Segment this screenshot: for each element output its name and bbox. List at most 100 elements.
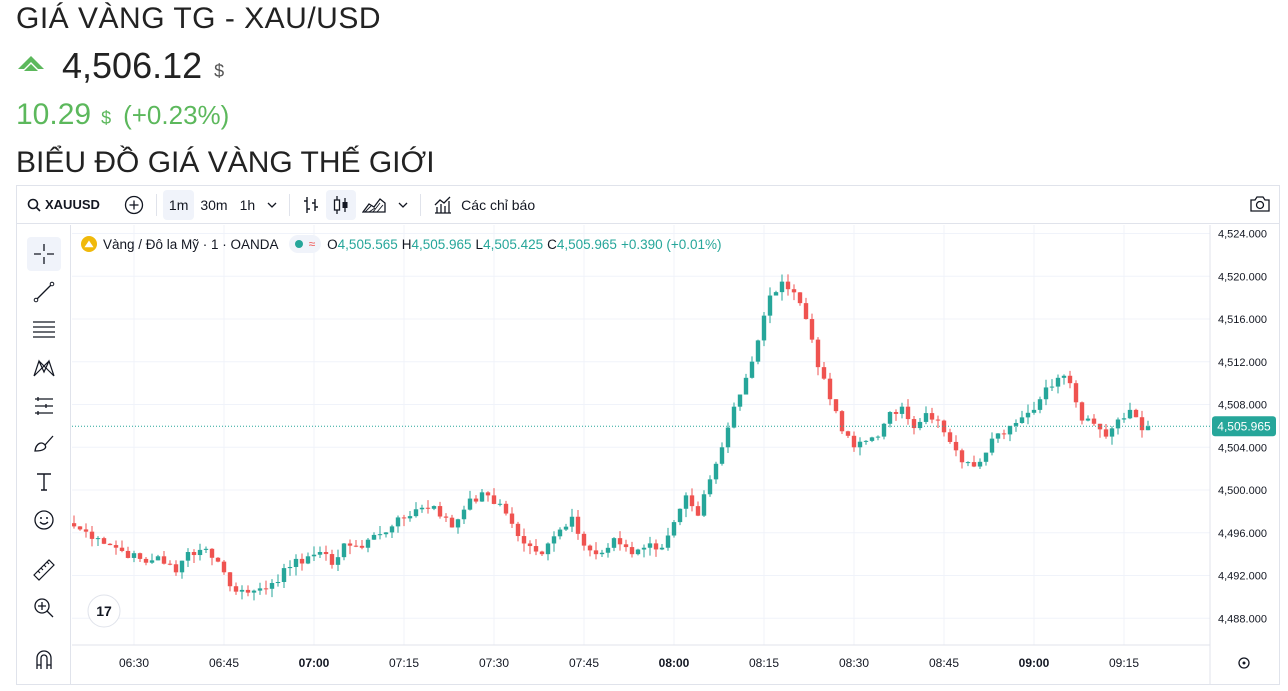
candle-up [725,427,731,448]
legend-symbol-name: Vàng / Đô la Mỹ · 1 · OANDA [103,236,279,252]
candle-down [72,523,77,527]
fib-tool[interactable] [27,313,61,347]
change-row: 10.29 $ (+0.23%) [16,98,229,132]
time-axis-label: 08:45 [929,656,959,670]
emoji-icon [34,510,54,530]
candle-down [1091,418,1097,424]
candle-up [377,534,383,536]
candle-up [863,440,869,442]
candle-up [599,552,605,555]
candle-up [149,560,155,563]
candle-up [989,438,995,453]
price-chart[interactable]: 4,524.000 4,520.000 4,516.000 4,512.000 4,50… [72,225,1280,685]
tradingview-logo[interactable] [87,594,121,628]
candle-up [257,588,263,591]
forecast-tool[interactable] [27,389,61,423]
candle-down [485,492,491,496]
candle-up [455,519,461,528]
indicators-button[interactable]: Các chỉ báo [427,190,541,220]
candle-down [623,544,629,548]
candle-up [563,526,569,530]
indicators-icon [434,196,452,214]
candle-up [1085,418,1091,421]
search-icon [27,198,41,212]
candle-up [881,423,887,437]
candle-down [401,517,407,519]
candle-down [1001,433,1007,435]
candle-up [611,538,617,548]
candle-up [305,556,311,564]
price-unit: $ [214,60,225,81]
magnet-tool[interactable] [27,643,61,677]
settings-gear-center [1242,661,1246,665]
chart-toolbar: XAUUSD 1m 30m 1h Các chỉ báo [17,186,1279,224]
interval-1m-button[interactable]: 1m [162,189,195,220]
price-axis-label: 4,516.000 [1218,314,1267,326]
candle-down [1073,383,1079,403]
price-axis-label: 4,508.000 [1218,400,1267,412]
candle-down [449,517,455,528]
settings-gear-icon[interactable] [1238,657,1250,669]
candle-up [869,437,875,441]
candle-down [1097,423,1103,430]
candle-up [875,436,881,438]
trendline-tool[interactable] [27,275,61,309]
candle-up [719,447,725,464]
candle-up [887,412,893,424]
candle-up [341,543,347,558]
chevron-down-icon [267,202,277,208]
text-tool[interactable] [27,465,61,499]
bar-chart-type-button[interactable] [296,190,326,220]
compare-button[interactable] [118,190,150,220]
pattern-tool[interactable] [27,351,61,385]
snapshot-button[interactable] [1249,195,1271,216]
candle-up [1043,387,1049,400]
fib-icon [33,321,55,338]
interval-dropdown-button[interactable] [261,190,283,220]
candle-down [509,513,515,524]
candle-down [329,554,335,565]
candle-down [107,543,113,546]
crosshair-tool[interactable] [27,237,61,271]
candle-down [803,303,809,320]
market-status-pill[interactable]: ≈ [288,235,322,253]
candle-up [407,516,413,519]
time-axis-label: 07:45 [569,656,599,670]
candle-up [665,535,671,548]
chart-type-dropdown-button[interactable] [392,190,414,220]
interval-1h-button[interactable]: 1h [239,196,256,213]
page-title: GIÁ VÀNG TG - XAU/USD [16,2,382,35]
price-axis-label: 4,504.000 [1218,442,1267,454]
candle-up [1055,377,1061,387]
candle-up [275,581,281,584]
candle-down [1067,375,1073,384]
emoji-tool[interactable] [27,503,61,537]
candle-up [419,507,425,510]
symbol-search-button[interactable]: XAUUSD [21,190,106,220]
candles-icon [334,195,348,214]
candle-up [1121,418,1127,420]
candle-down [695,506,701,516]
zoom-tool[interactable] [27,591,61,625]
candle-up [1109,428,1115,437]
candle-up [413,509,419,517]
candle-down [533,546,539,552]
legend-change-value: +0.390 (+0.01%) [620,236,722,252]
candle-down [191,552,197,556]
candle-down [1139,417,1145,431]
candle-down [929,413,935,420]
interval-30m-button[interactable]: 30m [200,196,228,213]
chart-widget[interactable]: XAUUSD 1m 30m 1h Các chỉ báo [16,185,1280,685]
ruler-tool[interactable] [27,553,61,587]
candles-chart-type-button[interactable] [326,189,357,220]
candle-up [383,532,389,535]
candle-up [131,553,137,558]
candle-down [173,564,179,573]
candle-down [245,589,251,593]
candle-up [479,492,485,502]
candle-down [77,526,83,530]
change-percent: (+0.23%) [123,100,230,130]
brush-tool[interactable] [27,427,61,461]
area-chart-type-button[interactable] [356,190,392,220]
candle-down [953,441,959,451]
